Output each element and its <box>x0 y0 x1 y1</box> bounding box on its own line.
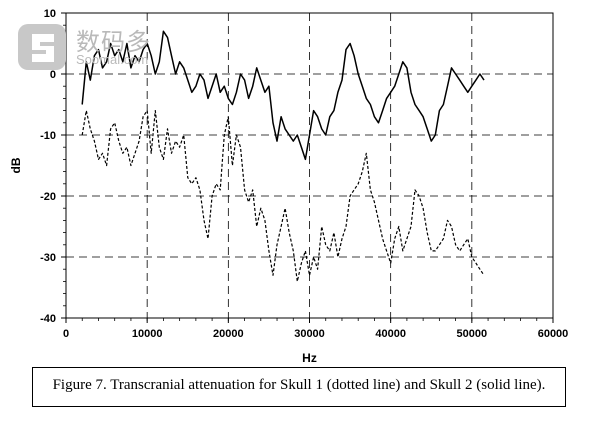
x-tick-label: 0 <box>63 328 69 340</box>
x-tick-label: 10000 <box>132 328 163 340</box>
soomal-logo-icon <box>18 24 66 70</box>
figure-caption: Figure 7. Transcranial attenuation for S… <box>52 377 546 393</box>
x-tick-label: 30000 <box>294 328 325 340</box>
x-tick-label: 40000 <box>375 328 406 340</box>
watermark-english-text: Soomal.com <box>76 52 149 67</box>
x-tick-label: 50000 <box>457 328 488 340</box>
series-skull-1-line <box>81 109 485 282</box>
watermark-chinese-text: 数码多 <box>76 28 151 56</box>
chart: 0 10000 20000 30000 40000 50000 60000 10 0 -10 -20… <box>9 8 568 365</box>
y-tick-label: 10 <box>44 8 56 20</box>
x-tick-label: 60000 <box>538 328 569 340</box>
x-tick-label: 20000 <box>213 328 244 340</box>
series-layer <box>81 30 485 282</box>
figure-caption-box: Figure 7. Transcranial attenuation for S… <box>32 367 566 407</box>
x-axis-title: Hz <box>302 351 317 365</box>
watermark: 数码多 Soomal.com <box>16 22 166 74</box>
y-tick-label: -10 <box>40 130 56 142</box>
y-tick-label: -20 <box>40 191 56 203</box>
y-tick-label: -30 <box>40 252 56 264</box>
y-axis-title: dB <box>9 157 23 173</box>
series-skull-2-line <box>81 30 485 161</box>
axis-ticks: 0 10000 20000 30000 40000 50000 60000 10 0 -10 -20… <box>40 8 568 340</box>
y-tick-label: 0 <box>50 69 56 81</box>
y-tick-label: -40 <box>40 313 56 325</box>
